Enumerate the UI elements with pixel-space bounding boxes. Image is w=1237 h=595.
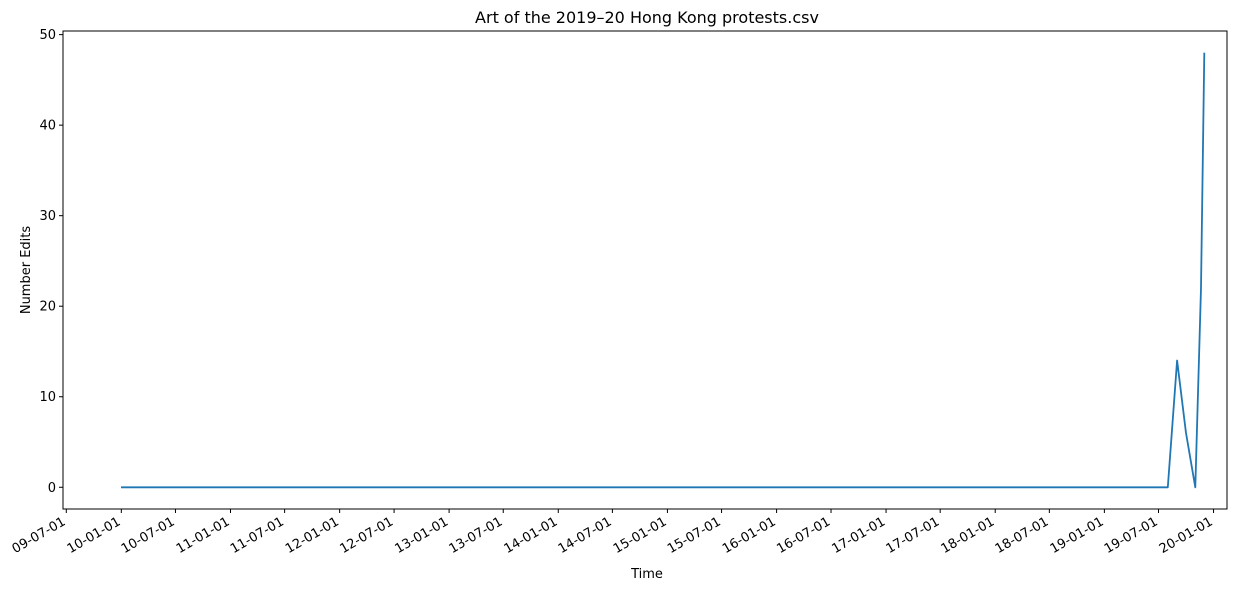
x-tick-label: 20-01-01 <box>1157 514 1216 556</box>
plot-frame <box>62 30 1228 510</box>
x-tick-label: 14-01-01 <box>502 514 561 556</box>
x-tick-label: 12-07-01 <box>337 514 396 556</box>
x-axis-label: Time <box>630 567 663 582</box>
x-tick-label: 18-01-01 <box>939 514 998 556</box>
x-tick-label: 18-07-01 <box>993 514 1052 556</box>
plot-area <box>121 52 1206 489</box>
y-tick-label: 30 <box>39 209 56 224</box>
x-tick-label: 16-01-01 <box>720 514 779 556</box>
x-tick-label: 09-07-01 <box>10 514 69 556</box>
x-tick-label: 17-07-01 <box>884 514 943 556</box>
x-axis: 09-07-0110-01-0110-07-0111-01-0111-07-01… <box>10 509 1216 557</box>
x-tick-label: 12-01-01 <box>283 514 342 556</box>
chart-title: Art of the 2019–20 Hong Kong protests.cs… <box>475 8 819 27</box>
x-tick-label: 11-07-01 <box>228 514 287 556</box>
y-tick-label: 10 <box>39 390 56 405</box>
y-axis-label: Number Edits <box>19 226 34 315</box>
x-tick-label: 14-07-01 <box>556 514 615 556</box>
x-tick-label: 15-01-01 <box>611 514 670 556</box>
x-tick-label: 13-01-01 <box>392 514 451 556</box>
x-tick-label: 10-01-01 <box>65 514 124 556</box>
x-tick-label: 19-01-01 <box>1048 514 1107 556</box>
y-axis: 0 10 20 30 40 50 <box>39 28 63 496</box>
x-tick-label: 13-07-01 <box>447 514 506 556</box>
y-tick-label: 40 <box>39 119 56 134</box>
x-tick-label: 15-07-01 <box>665 514 724 556</box>
x-tick-label: 10-07-01 <box>119 514 178 556</box>
y-tick-label: 0 <box>48 481 56 496</box>
series-line <box>121 52 1206 489</box>
x-tick-label: 11-01-01 <box>174 514 233 556</box>
y-tick-label: 50 <box>39 28 56 43</box>
x-tick-label: 17-01-01 <box>829 514 888 556</box>
x-tick-label: 19-07-01 <box>1102 514 1161 556</box>
y-tick-label: 20 <box>39 300 56 315</box>
x-tick-label: 16-07-01 <box>774 514 833 556</box>
